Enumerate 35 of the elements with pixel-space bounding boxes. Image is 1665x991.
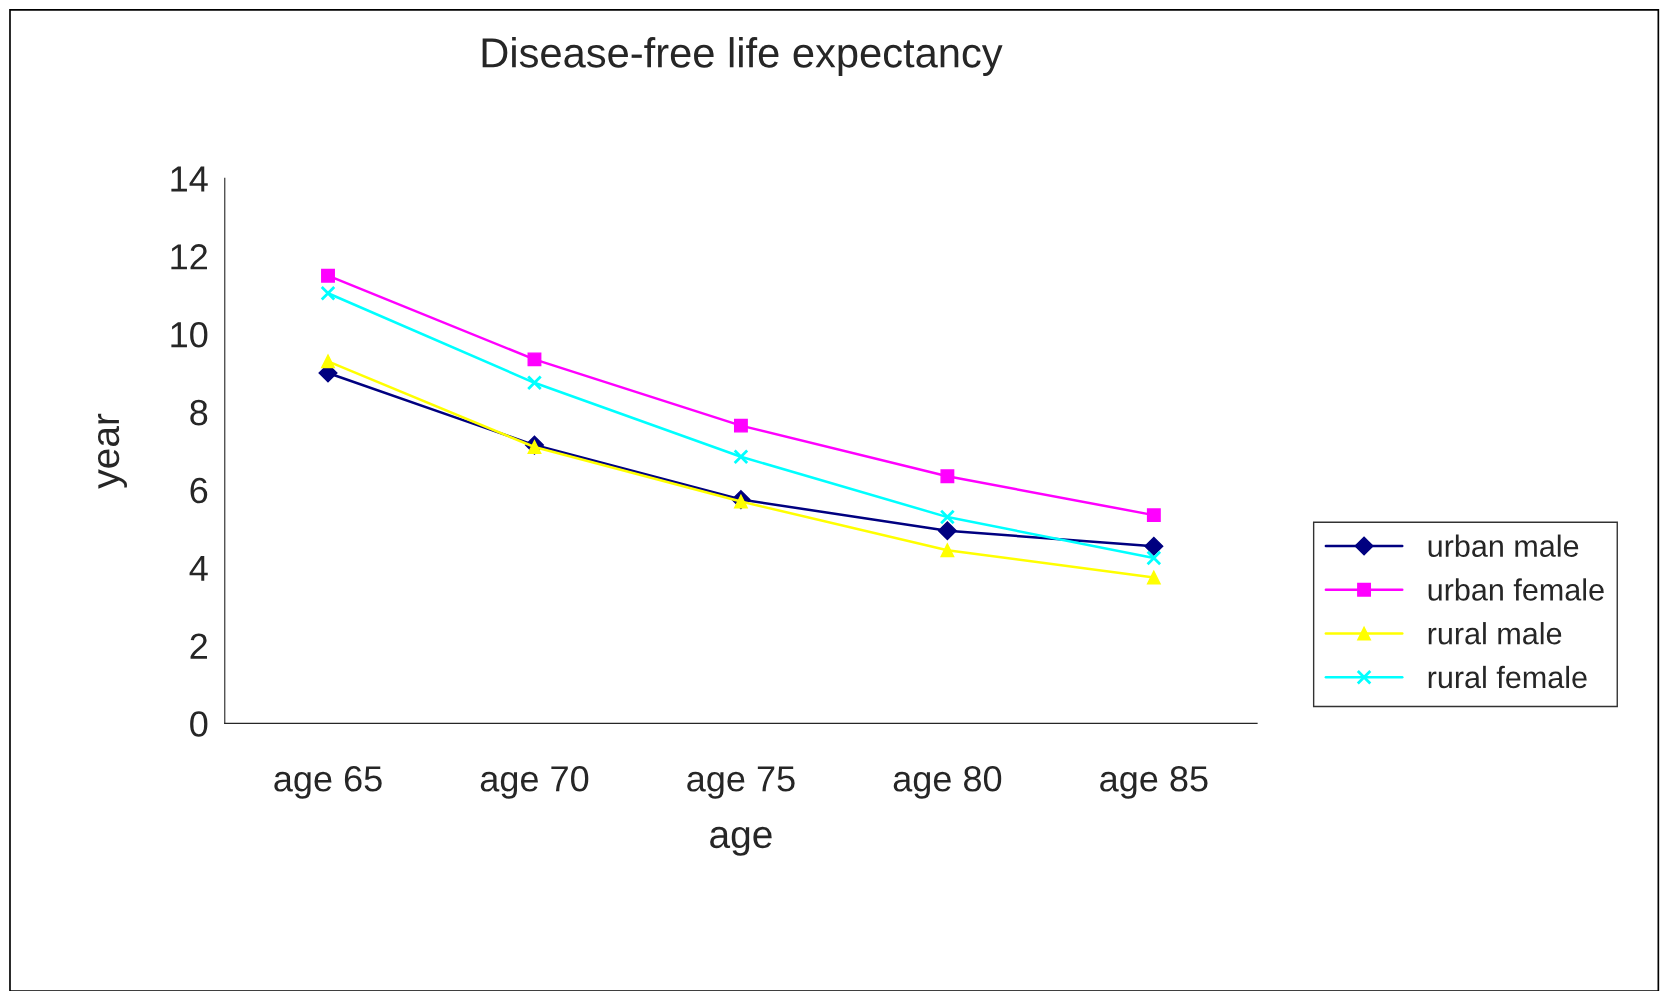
point	[1146, 508, 1161, 523]
point	[940, 543, 955, 558]
chart-title: Disease-free life expectancy	[482, 37, 1003, 76]
y-tick-label: 4	[189, 555, 208, 581]
point	[526, 375, 543, 391]
point	[321, 354, 335, 369]
point	[733, 449, 749, 465]
x-tick-label: age 70	[480, 766, 589, 799]
x-tick-label: age 85	[1100, 766, 1208, 799]
point	[940, 469, 955, 484]
x-tick-label: age 75	[687, 766, 795, 799]
y-tick-label: 12	[171, 244, 207, 270]
point	[1144, 536, 1164, 556]
point	[937, 521, 957, 541]
legend-label: rural female	[1428, 665, 1587, 689]
legend-label: urban female	[1428, 578, 1604, 601]
y-tick-label: 2	[190, 633, 207, 659]
legend-label: urban male	[1428, 534, 1579, 557]
point	[1146, 550, 1162, 566]
y-tick-label: 10	[171, 321, 208, 348]
point	[939, 509, 956, 525]
y-tick-label: 8	[190, 399, 208, 426]
x-axis-title: age	[710, 826, 772, 856]
point	[733, 418, 748, 433]
point	[1146, 570, 1161, 585]
point	[320, 285, 336, 301]
y-axis-title: year	[97, 413, 127, 489]
point	[527, 352, 542, 367]
y-tick-label: 14	[171, 166, 208, 192]
legend-label: rural male	[1428, 622, 1562, 645]
x-tick-label: age 80	[893, 766, 1002, 799]
y-tick-label: 0	[190, 711, 208, 737]
x-tick-label: age 65	[274, 766, 382, 799]
point	[321, 268, 335, 283]
y-tick-label: 6	[190, 477, 208, 504]
